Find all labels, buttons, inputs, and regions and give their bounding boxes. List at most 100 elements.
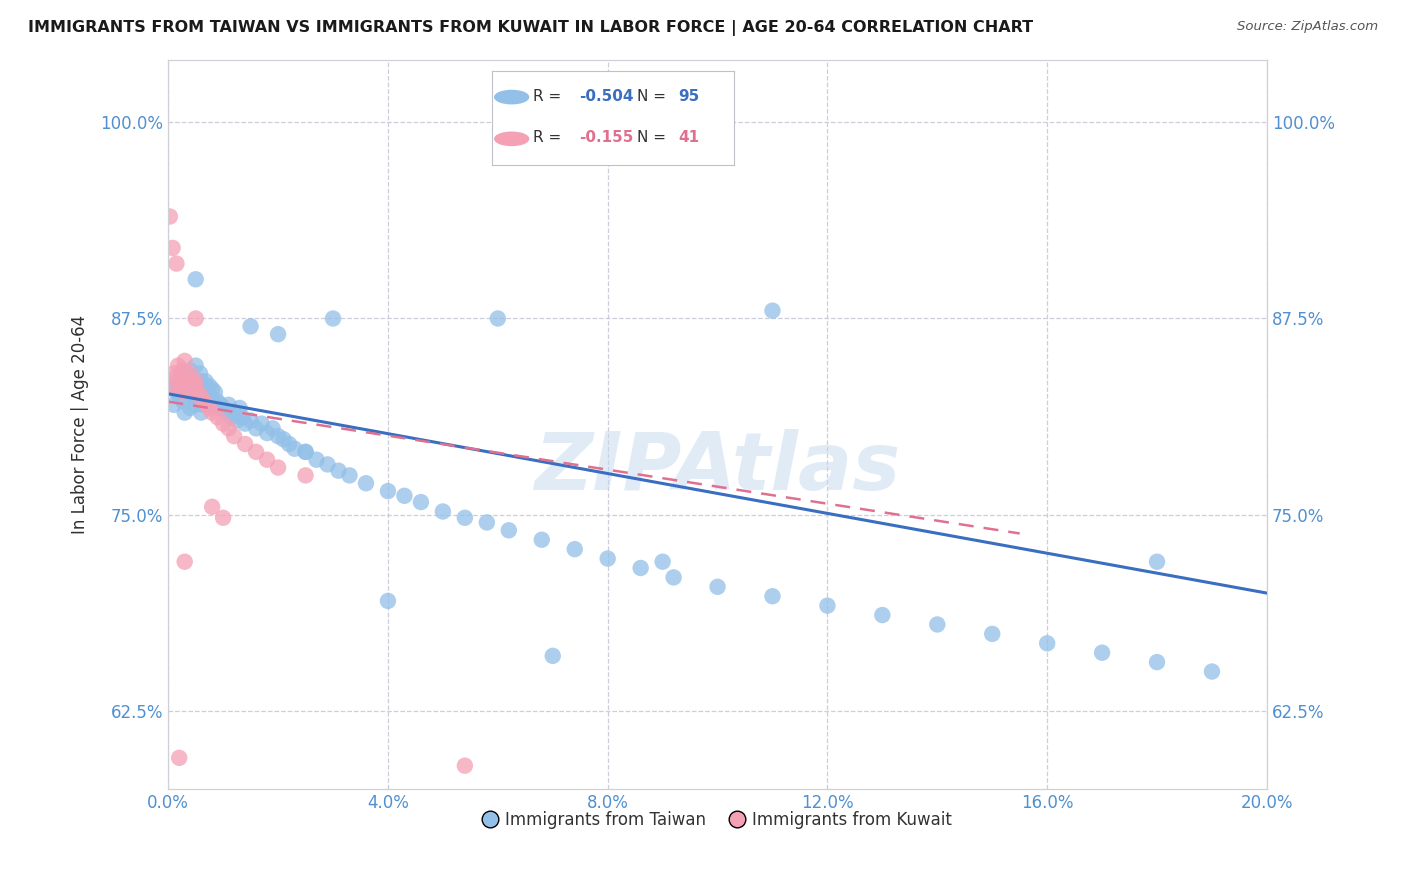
Point — [394, 489, 416, 503]
Point — [1146, 555, 1168, 569]
Point — [195, 398, 218, 412]
Point — [409, 495, 432, 509]
Point — [278, 437, 301, 451]
Point — [167, 374, 190, 388]
Point — [163, 379, 186, 393]
Point — [212, 401, 235, 415]
Point — [228, 401, 250, 415]
Point — [169, 374, 191, 388]
Point — [761, 589, 783, 603]
Point — [187, 385, 209, 400]
Point — [233, 417, 256, 431]
Point — [184, 272, 207, 286]
Point — [815, 599, 838, 613]
Point — [179, 367, 201, 381]
Point — [328, 464, 350, 478]
Point — [173, 367, 195, 381]
Point — [377, 594, 399, 608]
Point — [630, 561, 652, 575]
Point — [177, 379, 200, 393]
Point — [212, 510, 235, 524]
Point — [173, 385, 195, 400]
Point — [188, 367, 211, 381]
Point — [209, 398, 232, 412]
Point — [454, 758, 477, 772]
Point — [316, 458, 339, 472]
Point — [1036, 636, 1059, 650]
Point — [183, 390, 205, 404]
Point — [322, 311, 344, 326]
Point — [195, 385, 218, 400]
Point — [377, 484, 399, 499]
Point — [180, 374, 202, 388]
Point — [273, 433, 295, 447]
Point — [202, 398, 225, 412]
Point — [174, 374, 197, 388]
Point — [173, 555, 195, 569]
Point — [231, 410, 253, 425]
Point — [218, 421, 240, 435]
Point — [173, 394, 195, 409]
Point — [181, 382, 204, 396]
Point — [1201, 665, 1223, 679]
Point — [186, 374, 208, 388]
Point — [169, 382, 191, 396]
Y-axis label: In Labor Force | Age 20-64: In Labor Force | Age 20-64 — [72, 315, 89, 534]
Point — [564, 542, 586, 557]
Point — [339, 468, 361, 483]
Point — [163, 367, 186, 381]
Point — [201, 382, 224, 396]
Legend: Immigrants from Taiwan, Immigrants from Kuwait: Immigrants from Taiwan, Immigrants from … — [477, 805, 959, 836]
Text: IMMIGRANTS FROM TAIWAN VS IMMIGRANTS FROM KUWAIT IN LABOR FORCE | AGE 20-64 CORR: IMMIGRANTS FROM TAIWAN VS IMMIGRANTS FRO… — [28, 20, 1033, 36]
Point — [179, 401, 201, 415]
Point — [163, 398, 186, 412]
Point — [167, 751, 190, 765]
Point — [204, 385, 226, 400]
Point — [486, 311, 509, 326]
Point — [294, 468, 316, 483]
Point — [180, 369, 202, 384]
Point — [267, 460, 290, 475]
Point — [224, 406, 246, 420]
Point — [256, 425, 278, 440]
Point — [173, 406, 195, 420]
Point — [184, 311, 207, 326]
Point — [167, 390, 190, 404]
Point — [170, 363, 193, 377]
Point — [174, 374, 197, 388]
Point — [245, 421, 267, 435]
Point — [197, 394, 219, 409]
Point — [159, 210, 181, 224]
Point — [294, 445, 316, 459]
Point — [596, 551, 619, 566]
Point — [530, 533, 553, 547]
Point — [256, 452, 278, 467]
Point — [354, 476, 377, 491]
Point — [239, 319, 262, 334]
Point — [221, 410, 243, 425]
Point — [190, 406, 212, 420]
Point — [201, 406, 224, 420]
Point — [267, 327, 290, 342]
Point — [245, 445, 267, 459]
Point — [706, 580, 728, 594]
Point — [662, 570, 685, 584]
Point — [170, 369, 193, 384]
Point — [184, 374, 207, 388]
Point — [173, 354, 195, 368]
Point — [207, 394, 229, 409]
Point — [181, 385, 204, 400]
Point — [981, 627, 1004, 641]
Point — [927, 617, 949, 632]
Point — [541, 648, 564, 663]
Point — [193, 394, 215, 409]
Point — [205, 401, 228, 415]
Point — [262, 421, 284, 435]
Point — [761, 303, 783, 318]
Point — [201, 500, 224, 514]
Point — [190, 374, 212, 388]
Point — [498, 524, 520, 538]
Point — [184, 359, 207, 373]
Point — [250, 417, 273, 431]
Point — [872, 608, 894, 623]
